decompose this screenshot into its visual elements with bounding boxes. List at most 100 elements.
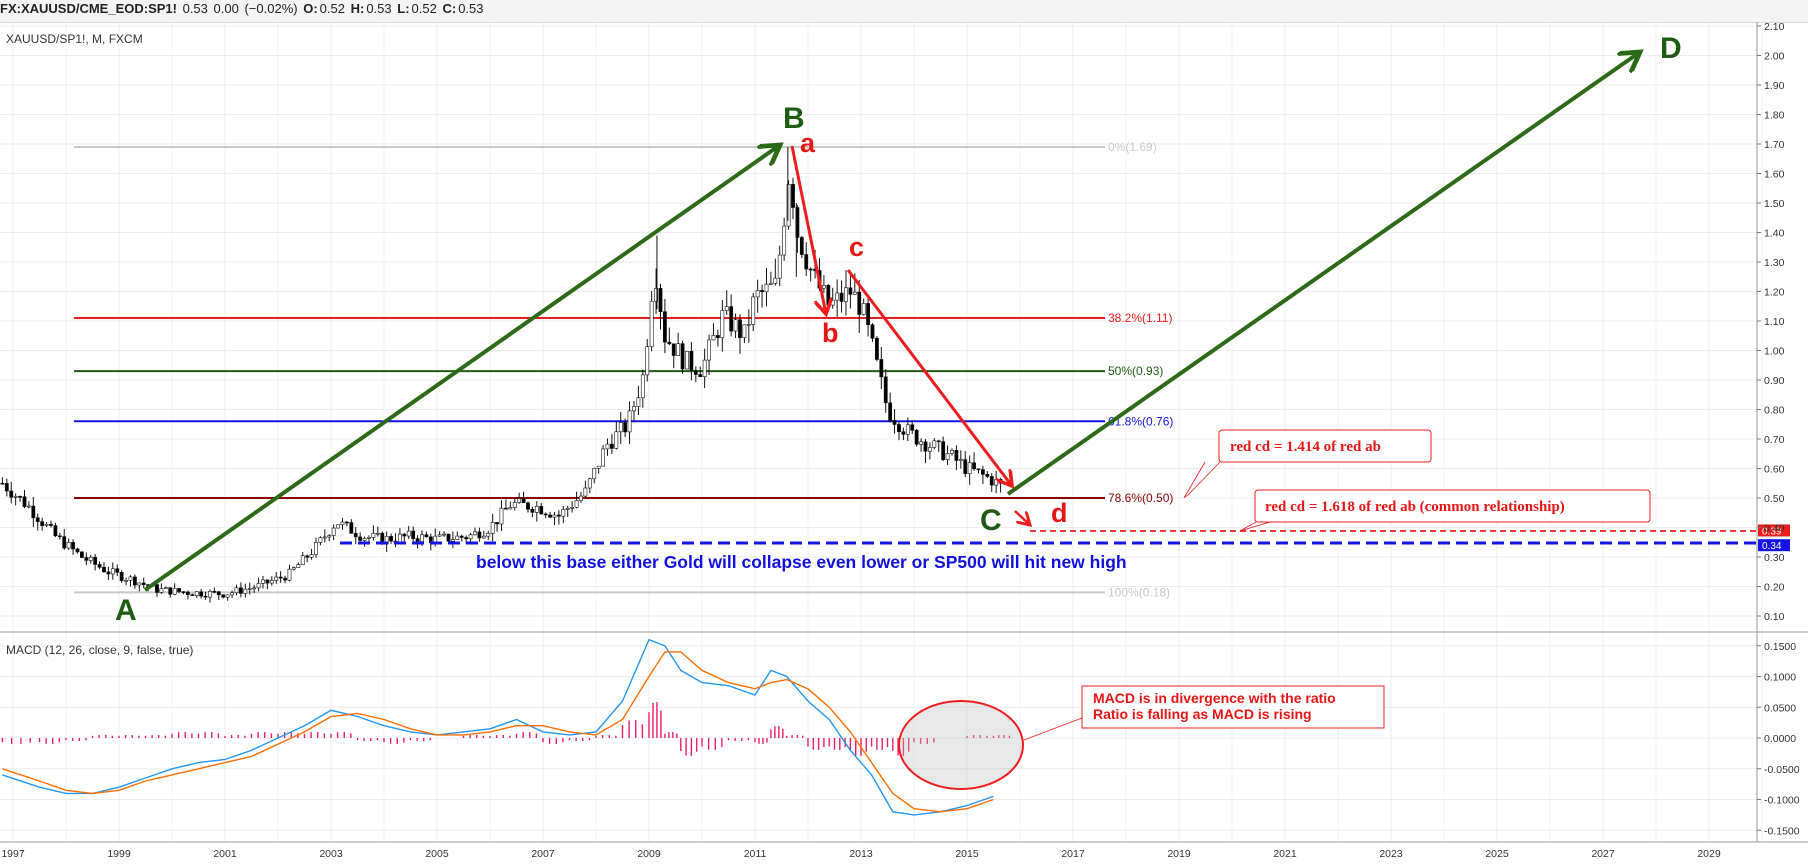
candle-body [375,532,380,535]
candle-body [473,531,477,536]
close-value: 0.53 [458,1,484,16]
y-tick-label: 1.30 [1764,257,1785,269]
callout-note-1414[interactable]: red cd = 1.414 of red ab [1183,429,1432,499]
arrow-c-to-d-red[interactable] [846,269,1012,486]
candle-body [256,583,261,589]
candle-body [724,306,729,311]
candle-body [764,283,769,293]
price-tag-box [1758,524,1790,537]
candle-body [530,508,535,513]
candle-body [190,594,195,596]
candle-body [963,459,968,474]
fib-level-label: 50%(0.93) [1108,364,1163,378]
candle-body [344,521,349,524]
arrow-c-to-d[interactable] [1006,52,1640,496]
y-tick-label: 1.80 [1764,110,1785,122]
candle-body [212,591,217,593]
candle-body [994,479,999,486]
candle-body [693,370,698,375]
y-tick-label: 1.00 [1764,346,1785,358]
wave-label-d: d [1051,498,1068,528]
candle-body [503,507,508,510]
candle-body [243,588,248,594]
candle-body [579,495,583,501]
signal-line [2,651,994,813]
y-tick-label: 0.40 [1764,523,1785,535]
candle-body [883,376,888,404]
fib-level-label: 61.8%(0.76) [1108,414,1173,428]
x-tick-label: 2029 [1697,848,1721,860]
candle-body [9,490,14,498]
candle-body [71,542,75,550]
candle-body [159,588,164,593]
time-axis[interactable]: 1997 1999 2001 2003 2005 2007 2009 2011 2013 2015… [1,848,1721,860]
candle-body [782,225,787,256]
candle-body [932,440,937,448]
candle-body [230,592,234,596]
candle-body [40,521,45,526]
candle-body [26,505,31,508]
candle-body [698,374,703,377]
arrow-c-small-red[interactable] [1014,510,1030,525]
candle-body [278,576,283,579]
y-tick-label: 1.60 [1764,169,1785,181]
callout-note-1618[interactable]: red cd = 1.618 of red ab (common relatio… [1239,489,1651,532]
candle-body [13,496,18,498]
symbol-name[interactable]: FX:XAUUSD/CME_EOD:SP1! [0,1,177,16]
arrow-a-to-b[interactable] [143,145,780,592]
candle-body [155,584,159,593]
candle-body [601,448,605,467]
candle-body [534,506,539,513]
macd-tick-label: -0.1500 [1764,825,1800,837]
candle-body [804,254,809,270]
candle-body [632,406,636,412]
candle-body [300,555,305,565]
candle-body [234,587,239,594]
macd-axis[interactable]: 0.1500 0.1000 0.0500 0.0000 -0.0500 -0.1000 -0… [1757,641,1800,838]
fibonacci-retracement[interactable]: 0%(1.69) 38.2%(1.11) 50%(0.93) 61.8%(0.76) 7… [74,140,1173,599]
candle-body [605,443,610,450]
arrow-a-to-b-red[interactable] [790,145,826,314]
macd-tick-label: 0.0000 [1764,733,1796,745]
x-tick-label: 2027 [1591,848,1615,860]
candle-body [490,522,495,534]
candle-body [830,299,835,306]
y-tick-label: 1.40 [1764,228,1785,240]
candle-body [751,296,756,325]
candle-body [667,341,672,345]
candle-body [795,207,800,238]
candle-body [110,568,115,575]
low-label: L: [397,1,410,16]
macd-pane-title: MACD (12, 26, close, 9, false, true) [6,643,193,657]
candle-body [941,441,946,460]
macd-tick-label: -0.1000 [1764,795,1800,807]
candle-body [477,531,482,539]
candle-body [181,591,186,593]
macd-line [2,638,994,816]
candle-body [57,535,62,538]
y-tick-label: 1.10 [1764,316,1785,328]
price-tag-box [1758,539,1790,552]
candle-body [508,507,513,510]
candle-body [919,441,923,445]
candle-body [583,487,588,497]
candle-body [35,517,40,522]
candle-body [543,513,548,516]
candle-body [645,346,650,376]
divergence-ellipse[interactable] [898,700,1024,790]
wave-label-a: a [800,128,816,158]
macd-divergence-note[interactable]: MACD is in divergence with the ratio Rat… [1081,685,1385,729]
candle-body [826,285,831,306]
candle-body [163,587,168,589]
price-axis[interactable]: 2.10 2.00 1.90 1.80 1.70 1.60 1.50 1.40 1.30 1.20… [1757,21,1785,623]
candle-body [389,536,393,542]
candle-body [773,277,778,284]
candle-body [247,588,252,590]
x-tick-label: 1997 [1,848,25,860]
note-1414-text: red cd = 1.414 of red ab [1230,439,1381,455]
candle-body [225,594,230,598]
candle-body [636,397,641,407]
candle-body [596,465,601,469]
x-tick-label: 2015 [955,848,979,860]
